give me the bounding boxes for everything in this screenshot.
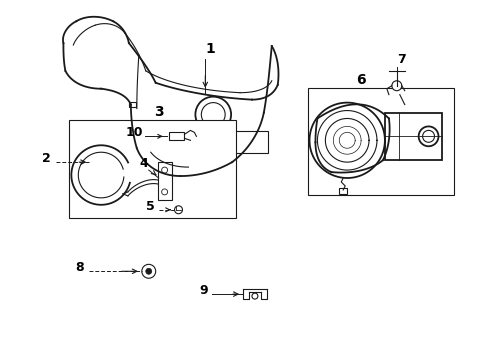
- Bar: [339, 188, 347, 194]
- Bar: [385, 113, 442, 160]
- Text: 1: 1: [205, 42, 215, 56]
- Text: 4: 4: [140, 157, 148, 170]
- Text: 2: 2: [42, 152, 51, 165]
- Circle shape: [418, 126, 439, 146]
- Circle shape: [146, 268, 152, 274]
- Bar: [158, 162, 172, 200]
- Circle shape: [174, 206, 182, 214]
- Text: 9: 9: [199, 284, 208, 297]
- Bar: [129, 102, 136, 107]
- Text: 10: 10: [125, 126, 143, 139]
- Bar: [228, 131, 268, 153]
- Bar: [70, 121, 236, 218]
- Bar: [308, 88, 454, 195]
- Circle shape: [392, 81, 402, 91]
- Text: 5: 5: [147, 200, 155, 213]
- Text: 6: 6: [356, 73, 366, 87]
- Text: 8: 8: [75, 261, 84, 274]
- Circle shape: [196, 96, 231, 132]
- Bar: [169, 132, 184, 140]
- Bar: [91, 158, 101, 166]
- Circle shape: [252, 293, 258, 299]
- Circle shape: [142, 264, 156, 278]
- Text: 7: 7: [397, 53, 406, 66]
- Circle shape: [422, 130, 435, 142]
- Text: 3: 3: [154, 105, 164, 120]
- Bar: [101, 160, 107, 164]
